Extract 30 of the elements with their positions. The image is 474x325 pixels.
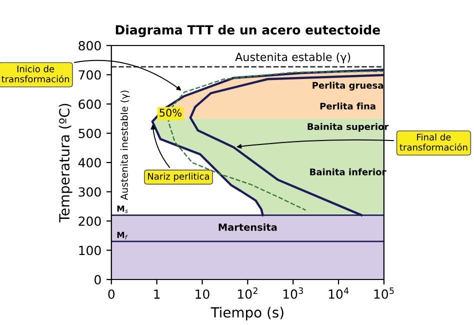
annotation: Nariz perlitica (148, 172, 210, 182)
annotation: Austenita inestable (γ) (120, 90, 130, 200)
y-tick-label: 500 (78, 128, 101, 138)
ref-line-label: M$_{f}$ (117, 232, 128, 240)
annotation: Perlita fina (320, 102, 376, 110)
y-tick-label: 200 (78, 216, 101, 226)
ref-line-label: M$_{s}$ (117, 206, 128, 214)
band-label: Martensita (218, 223, 277, 231)
y-tick-label: 400 (78, 158, 101, 168)
y-tick-label: 300 (78, 187, 101, 197)
y-tick-label: 0 (94, 274, 101, 284)
y-axis-title: Temperatura (ºC) (58, 104, 72, 222)
x-tick-label: 10$^{2}$ (238, 287, 258, 299)
y-tick-label: 600 (78, 99, 101, 109)
y-tick-label: 100 (79, 246, 101, 256)
x-tick-label: 1 (154, 290, 160, 299)
y-tick-label: 800 (78, 40, 101, 50)
x-tick-label: 10$^{5}$ (374, 287, 394, 299)
chart-title: Diagrama TTT de un acero eutectoide (116, 24, 380, 38)
x-tick-label: 10 (196, 289, 210, 299)
x-tick-label: 0 (108, 289, 115, 299)
y-tick-label: 700 (78, 70, 101, 80)
x-tick-label: 10$^{3}$ (283, 287, 303, 299)
annotation: Perlita gruesa (312, 82, 384, 91)
x-axis-title: Tiempo (s) (210, 306, 284, 320)
annotation: 50% (160, 108, 182, 117)
annotation: Final de transformación (400, 134, 468, 151)
ref-line-label: Austenita estable (γ) (235, 52, 350, 64)
annotation: Inicio de transformación (2, 65, 70, 82)
x-tick-label: 10$^{4}$ (328, 287, 349, 299)
